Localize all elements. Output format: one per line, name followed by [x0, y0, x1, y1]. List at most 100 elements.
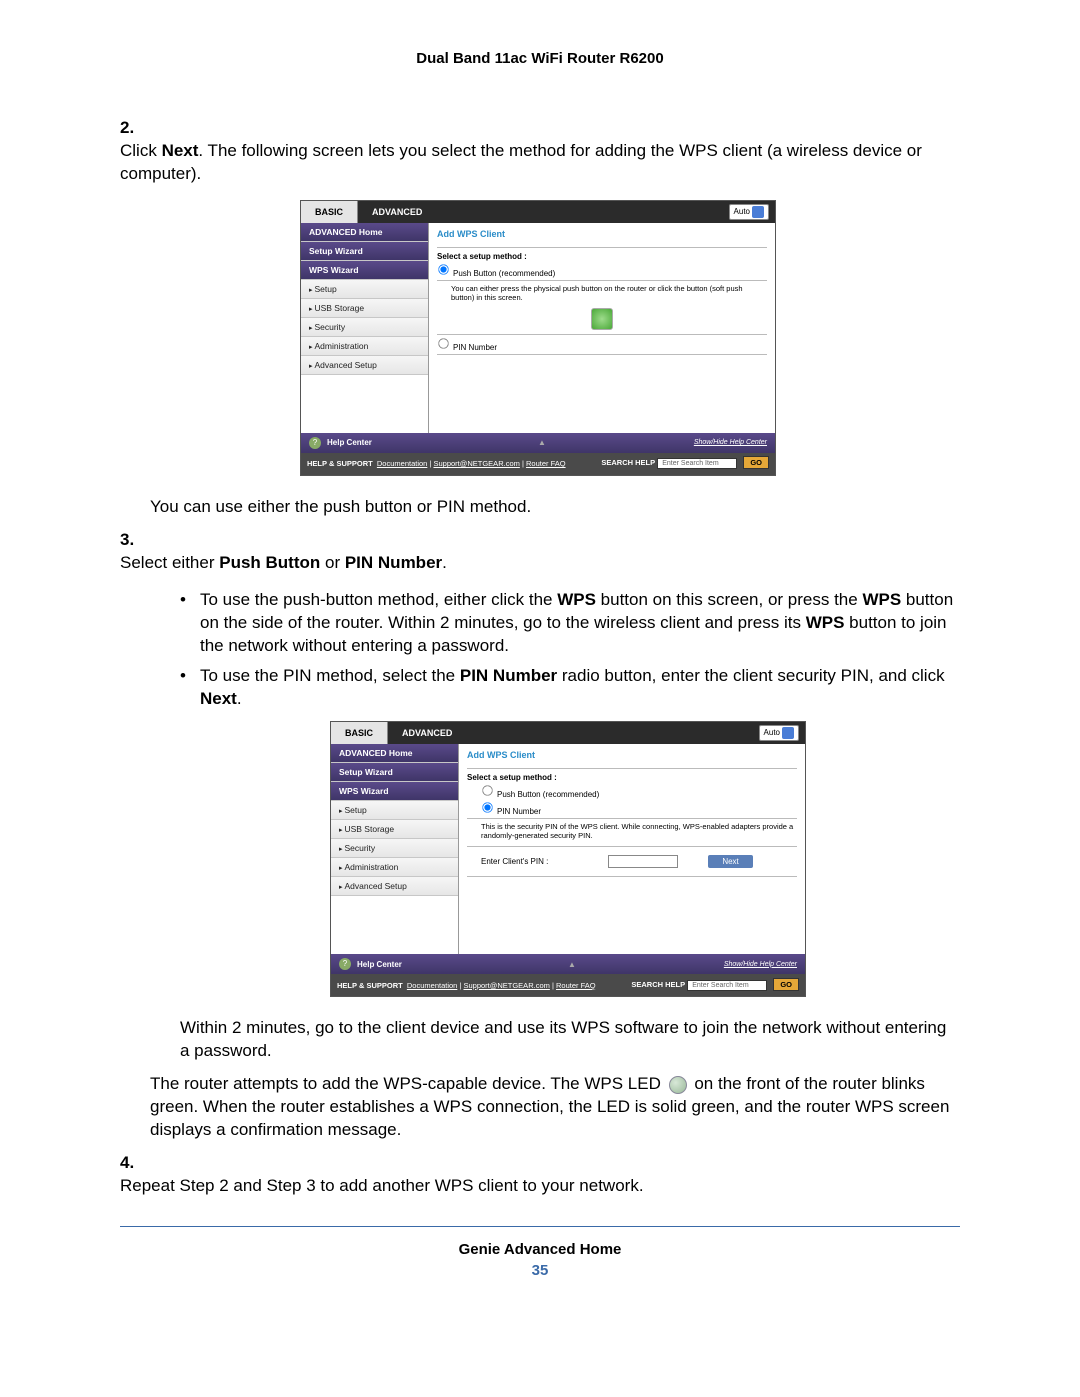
router-footer: HELP & SUPPORT Documentation | Support@N… [331, 974, 805, 996]
step-3-after: Within 2 minutes, go to the client devic… [180, 1017, 960, 1063]
radio-pin[interactable]: PIN Number [437, 337, 767, 352]
sidebar-usb-storage[interactable]: USB Storage [331, 820, 458, 839]
next-button[interactable]: Next [708, 855, 752, 868]
router-screenshot-2: BASIC ADVANCED Auto ADVANCED Home Setup … [330, 721, 806, 997]
text: The router attempts to add the WPS-capab… [150, 1074, 666, 1093]
router-sidebar: ADVANCED Home Setup Wizard WPS Wizard Se… [301, 223, 429, 433]
sidebar-advanced-home[interactable]: ADVANCED Home [331, 744, 458, 763]
help-center-bar[interactable]: ? Help Center ▲ Show/Hide Help Center [331, 954, 805, 974]
step-3-body: Select either Push Button or PIN Number. [120, 552, 928, 575]
text-bold: PIN Number [345, 553, 442, 572]
text-bold: Next [162, 141, 199, 160]
sidebar-administration[interactable]: Administration [331, 858, 458, 877]
text-bold: PIN Number [460, 666, 557, 685]
show-hide-link[interactable]: Show/Hide Help Center [694, 439, 767, 446]
sidebar-setup[interactable]: Setup [331, 801, 458, 820]
auto-selector[interactable]: Auto [729, 204, 769, 220]
sidebar-wps-wizard[interactable]: WPS Wizard [331, 782, 458, 801]
bullet-2: To use the PIN method, select the PIN Nu… [180, 665, 960, 711]
router-screenshot-1: BASIC ADVANCED Auto ADVANCED Home Setup … [300, 200, 776, 476]
help-expand-icon: ▲ [538, 438, 546, 447]
auto-label: Auto [734, 207, 750, 216]
enter-pin-label: Enter Client's PIN : [481, 857, 548, 866]
step-3: 3. Select either Push Button or PIN Numb… [120, 529, 960, 575]
step-3-num: 3. [120, 529, 148, 552]
text: . [442, 553, 447, 572]
text-bold: Next [200, 689, 237, 708]
radio-push-button[interactable]: Push Button (recommended) [481, 784, 797, 799]
radio-pin-input[interactable] [438, 338, 448, 348]
sidebar-security[interactable]: Security [301, 318, 428, 337]
sidebar-setup[interactable]: Setup [301, 280, 428, 299]
auto-label: Auto [764, 728, 780, 737]
radio-push-label: Push Button (recommended) [497, 790, 599, 799]
text: . The following screen lets you select t… [120, 141, 922, 183]
panel-title: Add WPS Client [467, 748, 797, 766]
documentation-link[interactable]: Documentation [407, 981, 457, 990]
step-3-router-text: The router attempts to add the WPS-capab… [150, 1073, 960, 1142]
router-main-panel: Add WPS Client Select a setup method : P… [459, 744, 805, 954]
step-2-body: Click Next. The following screen lets yo… [120, 140, 928, 186]
select-method-label: Select a setup method : [467, 773, 797, 782]
radio-push-input[interactable] [438, 264, 448, 274]
tab-basic[interactable]: BASIC [331, 722, 388, 744]
support-link[interactable]: Support@NETGEAR.com [433, 459, 519, 468]
select-method-label: Select a setup method : [437, 252, 767, 261]
text: To use the push-button method, either cl… [200, 590, 557, 609]
footer-title: Genie Advanced Home [120, 1241, 960, 1258]
step-4-num: 4. [120, 1152, 148, 1175]
auto-dropdown-icon [782, 727, 794, 739]
documentation-link[interactable]: Documentation [377, 459, 427, 468]
wps-soft-button[interactable] [591, 308, 613, 330]
radio-push-button[interactable]: Push Button (recommended) [437, 263, 767, 278]
search-input[interactable]: Enter Search Item [657, 458, 737, 469]
doc-title: Dual Band 11ac WiFi Router R6200 [120, 50, 960, 67]
radio-push-input[interactable] [482, 786, 492, 796]
radio-pin[interactable]: PIN Number [481, 801, 797, 816]
text: To use the PIN method, select the [200, 666, 460, 685]
help-icon: ? [339, 958, 351, 970]
radio-pin-input[interactable] [482, 803, 492, 813]
go-button[interactable]: GO [743, 456, 769, 469]
pin-input[interactable] [608, 855, 678, 868]
support-link[interactable]: Support@NETGEAR.com [463, 981, 549, 990]
step-2-num: 2. [120, 117, 148, 140]
sidebar-advanced-setup[interactable]: Advanced Setup [301, 356, 428, 375]
sidebar-setup-wizard[interactable]: Setup Wizard [331, 763, 458, 782]
router-footer: HELP & SUPPORT Documentation | Support@N… [301, 453, 775, 475]
faq-link[interactable]: Router FAQ [556, 981, 596, 990]
tab-advanced[interactable]: ADVANCED [388, 722, 466, 744]
pin-description: This is the security PIN of the WPS clie… [481, 822, 797, 840]
router-main-panel: Add WPS Client Select a setup method : P… [429, 223, 775, 433]
footer-divider [120, 1226, 960, 1227]
tab-basic[interactable]: BASIC [301, 201, 358, 223]
auto-selector[interactable]: Auto [759, 725, 799, 741]
tab-advanced[interactable]: ADVANCED [358, 201, 436, 223]
text-bold: WPS [862, 590, 901, 609]
go-button[interactable]: GO [773, 978, 799, 991]
search-help-label: SEARCH HELP [601, 458, 655, 467]
help-center-bar[interactable]: ? Help Center ▲ Show/Hide Help Center [301, 433, 775, 453]
search-input[interactable]: Enter Search Item [687, 980, 767, 991]
sidebar-advanced-home[interactable]: ADVANCED Home [301, 223, 428, 242]
sidebar-administration[interactable]: Administration [301, 337, 428, 356]
faq-link[interactable]: Router FAQ [526, 459, 566, 468]
sidebar-security[interactable]: Security [331, 839, 458, 858]
help-center-label: Help Center [327, 438, 372, 447]
page-number: 35 [120, 1262, 960, 1279]
sidebar-setup-wizard[interactable]: Setup Wizard [301, 242, 428, 261]
help-icon: ? [309, 437, 321, 449]
sidebar-usb-storage[interactable]: USB Storage [301, 299, 428, 318]
help-center-label: Help Center [357, 960, 402, 969]
sidebar-advanced-setup[interactable]: Advanced Setup [331, 877, 458, 896]
bullet-1: To use the push-button method, either cl… [180, 589, 960, 658]
wps-led-icon [669, 1076, 687, 1094]
text-bold: Push Button [219, 553, 320, 572]
radio-pin-label: PIN Number [453, 343, 497, 352]
text-bold: WPS [557, 590, 596, 609]
show-hide-link[interactable]: Show/Hide Help Center [724, 961, 797, 968]
radio-push-label: Push Button (recommended) [453, 269, 555, 278]
panel-title: Add WPS Client [437, 227, 767, 245]
sidebar-wps-wizard[interactable]: WPS Wizard [301, 261, 428, 280]
push-description: You can either press the physical push b… [451, 284, 767, 302]
